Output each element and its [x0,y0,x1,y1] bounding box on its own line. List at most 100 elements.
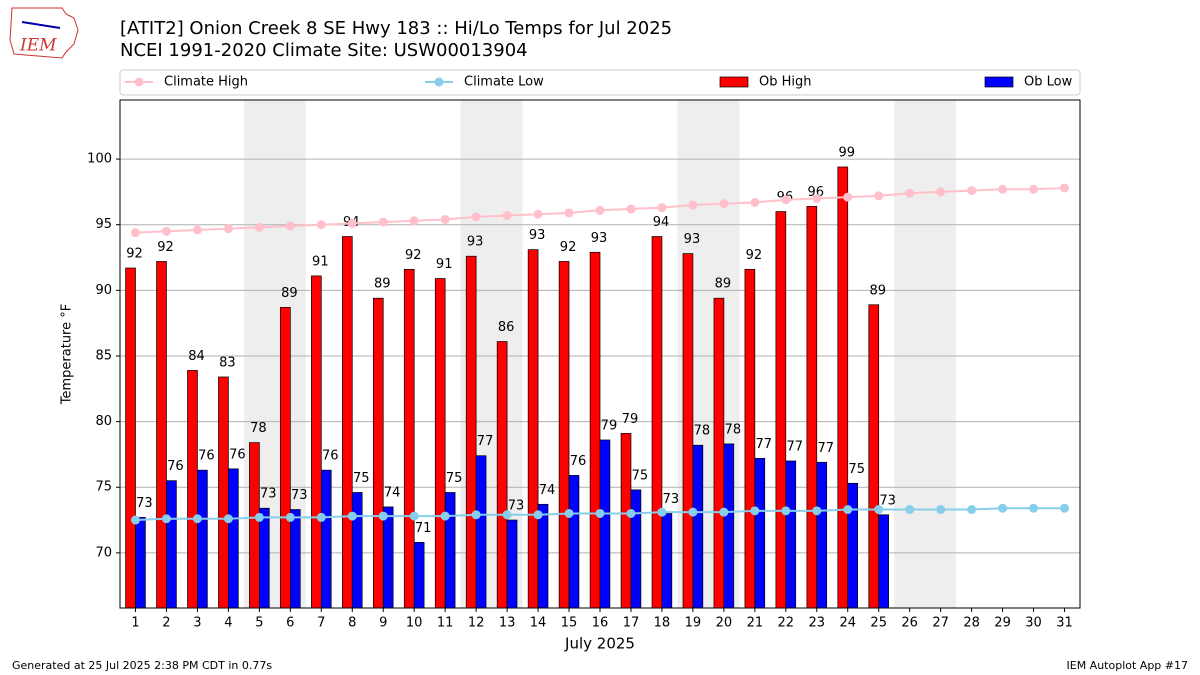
x-tick-label: 31 [1056,616,1073,631]
x-tick-label: 28 [963,616,980,631]
value-label: 92 [157,240,174,255]
legend-swatch [719,76,749,88]
line-marker [161,514,171,524]
bar [527,249,539,609]
line-marker [719,507,729,517]
bar [537,503,549,609]
chart-subtitle: NCEI 1991-2020 Climate Site: USW00013904 [120,40,528,61]
line-marker [626,508,636,518]
bar [465,255,477,609]
x-tick-label: 4 [224,616,232,631]
value-label: 76 [229,447,246,462]
value-label: 92 [126,247,143,262]
x-tick-label: 24 [839,616,856,631]
y-tick-label: 80 [95,414,112,429]
value-label: 75 [353,471,370,486]
bar [228,468,239,609]
value-label: 93 [591,231,608,246]
line-marker [812,193,822,203]
x-tick-label: 1 [131,616,139,631]
line-marker [564,508,574,518]
line-marker [905,188,915,198]
bar [249,442,260,609]
value-label: 73 [260,487,277,502]
line-marker [1029,503,1039,513]
line-marker [750,506,760,516]
line-marker [781,506,791,516]
value-label: 92 [405,248,422,263]
line-marker [750,197,760,207]
y-tick-label: 95 [95,217,112,232]
x-tick-label: 26 [901,616,918,631]
bar [434,278,446,609]
x-tick-label: 21 [747,616,764,631]
value-label: 76 [570,454,587,469]
value-label: 89 [715,277,732,292]
bar [620,433,632,609]
bar [218,376,229,609]
x-tick-label: 17 [623,616,640,631]
footer-left: Generated at 25 Jul 2025 2:38 PM CDT in … [12,659,272,672]
legend-label: Climate High [164,75,248,90]
value-label: 73 [879,493,896,508]
line-marker [347,511,357,521]
line-marker [254,222,264,232]
bar [351,492,363,609]
value-label: 73 [663,492,680,507]
y-tick-label: 75 [95,480,112,495]
bar [311,275,322,609]
value-label: 94 [653,215,670,230]
chart-title: [ATIT2] Onion Creek 8 SE Hwy 183 :: Hi/L… [120,18,672,39]
line-marker [936,187,946,197]
line-marker [843,192,853,202]
bar [475,455,487,609]
x-tick-label: 22 [778,616,795,631]
value-label: 79 [622,412,639,427]
x-tick-label: 19 [685,616,702,631]
line-marker [688,200,698,210]
value-label: 73 [136,496,153,511]
x-tick-label: 12 [468,616,485,631]
bar [444,492,456,609]
value-label: 99 [839,145,856,160]
line-marker [595,205,605,215]
legend-label: Ob High [759,75,812,90]
value-label: 71 [415,521,432,536]
line-marker [719,199,729,209]
bar [775,211,787,609]
y-tick-label: 70 [95,545,112,560]
value-label: 91 [436,257,453,272]
line-marker [874,191,884,201]
value-label: 93 [529,228,546,243]
bar [878,514,889,609]
value-label: 77 [817,441,834,456]
bar [713,297,725,609]
x-tick-label: 3 [193,616,201,631]
legend-label: Ob Low [1024,75,1073,90]
x-tick-label: 25 [870,616,887,631]
line-marker [1060,183,1070,193]
line-marker [998,503,1008,513]
value-label: 75 [632,468,649,483]
x-tick-label: 13 [499,616,516,631]
x-tick-label: 23 [809,616,826,631]
value-label: 93 [684,232,701,247]
legend-label: Climate Low [464,75,544,90]
bar [651,236,663,609]
line-marker [316,512,326,522]
bar [630,489,642,609]
bar [723,443,735,609]
bar [125,267,136,609]
bar [868,304,880,609]
line-marker [874,505,884,515]
x-tick-label: 8 [348,616,356,631]
value-label: 84 [188,349,205,364]
bar [847,482,859,609]
bar [806,205,818,609]
line-marker [843,505,853,515]
bar [289,509,301,609]
line-marker [409,511,419,521]
line-marker [347,218,357,228]
bar [816,461,828,609]
value-label: 83 [219,355,236,370]
